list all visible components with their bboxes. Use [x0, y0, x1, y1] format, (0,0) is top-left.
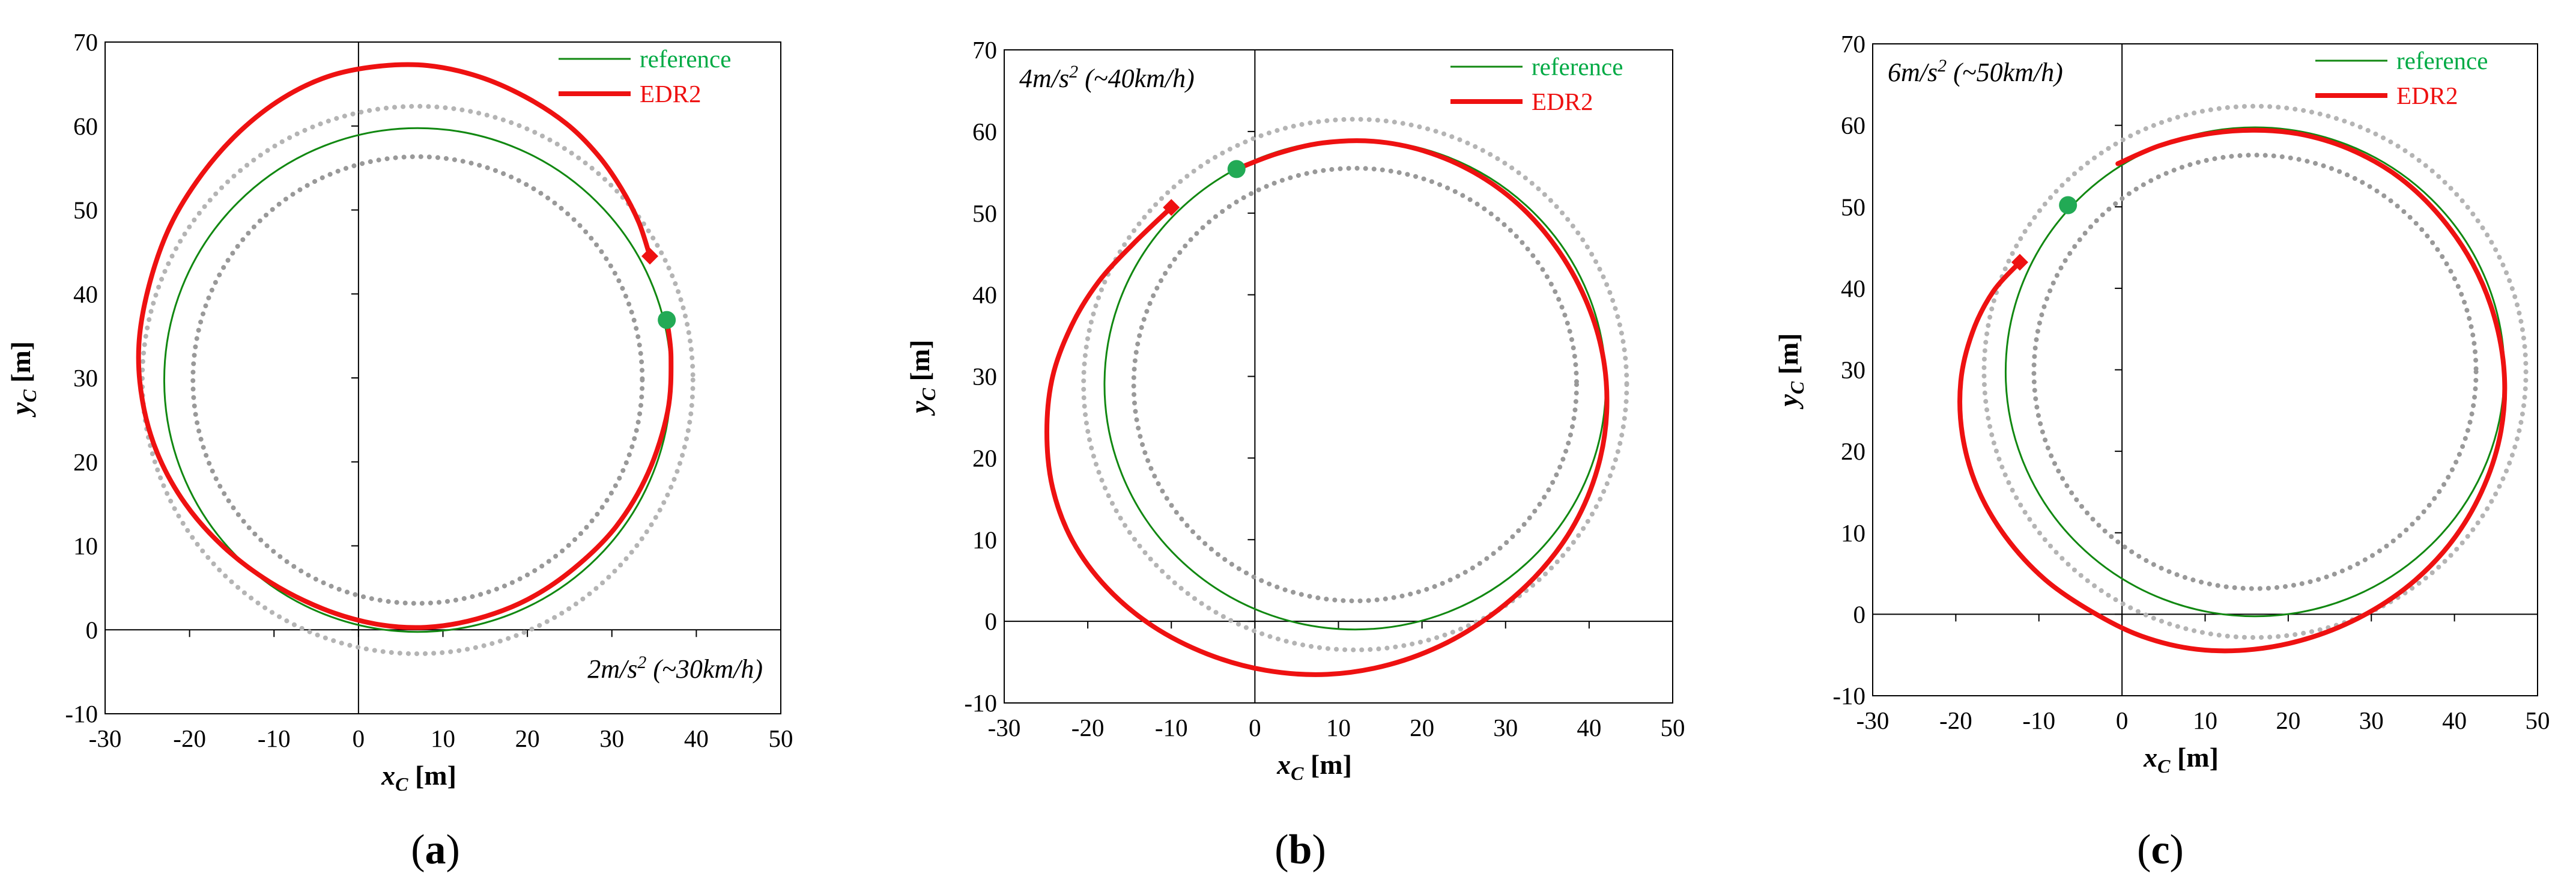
series-lane-inner — [1131, 166, 1580, 604]
edr2-start-marker — [641, 248, 659, 265]
series-edr2 — [1957, 127, 2508, 654]
x-tick-label: 40 — [1577, 714, 1601, 741]
panel-label-c: (c) — [2137, 827, 2184, 873]
x-tick-label: -30 — [89, 725, 122, 752]
y-tick-label: 30 — [972, 363, 997, 391]
x-tick-label: 20 — [515, 725, 540, 752]
legend-edr2-label: EDR2 — [640, 80, 702, 108]
series-lane-inner — [2031, 153, 2479, 591]
y-tick-label: 40 — [73, 280, 98, 308]
x-tick-label: 10 — [431, 725, 455, 752]
y-tick-label: 50 — [972, 199, 997, 227]
reference-start-marker — [2059, 196, 2077, 214]
y-tick-label: 50 — [73, 196, 98, 224]
y-axis-label: yC [m] — [5, 341, 40, 418]
x-tick-label: 20 — [1410, 714, 1434, 741]
y-tick-label: 50 — [1841, 193, 1865, 220]
y-tick-label: -10 — [964, 689, 997, 717]
legend-reference-label: reference — [1532, 53, 1623, 81]
legend-edr2-label: EDR2 — [2396, 82, 2458, 109]
y-tick-label: 30 — [1841, 356, 1865, 384]
reference-start-marker — [1227, 160, 1246, 178]
x-tick-label: 50 — [769, 725, 793, 752]
y-tick-label: 20 — [1841, 437, 1865, 465]
x-tick-label: 50 — [2526, 707, 2550, 734]
legend-edr2-label: EDR2 — [1532, 88, 1593, 115]
series-edr2 — [1044, 138, 1610, 677]
y-tick-label: 0 — [86, 616, 98, 643]
panel-c: -30 -20 -10 0 10 20 30 40 50 -10 0 10 20 30 40 50 60 70 xC… — [1773, 30, 2550, 777]
x-tick-label: 0 — [2116, 707, 2129, 734]
y-tick-label: 40 — [972, 281, 997, 309]
y-tick-label: 60 — [1841, 112, 1865, 139]
x-tick-label: -10 — [1155, 714, 1188, 741]
series-edr2 — [136, 62, 674, 630]
reference-start-marker — [658, 311, 676, 329]
x-tick-label: 0 — [353, 725, 365, 752]
y-axis-label: yC [m] — [1773, 333, 1808, 409]
x-axis-label: xC [m] — [381, 760, 456, 795]
annotation-accel-speed: 4m/s2 (~40km/h) — [1019, 62, 1195, 93]
series-lane-inner — [190, 154, 645, 606]
x-tick-label: 10 — [2193, 707, 2217, 734]
y-axis-label: yC [m] — [905, 339, 939, 416]
panel-a: -30 -20 -10 0 10 20 30 40 50 -10 0 10 20 30 40 50 60 70 xC… — [5, 28, 793, 795]
x-tick-label: -30 — [988, 714, 1021, 741]
y-tick-label: 30 — [73, 364, 98, 392]
panel-label-a: (a) — [411, 827, 460, 873]
panel-label-b: (b) — [1274, 827, 1326, 873]
x-tick-label: -30 — [1856, 707, 1890, 734]
y-tick-label: -10 — [1832, 682, 1865, 710]
x-tick-label: -20 — [1071, 714, 1105, 741]
x-tick-label: 10 — [1326, 714, 1351, 741]
x-tick-label: 30 — [2359, 707, 2384, 734]
x-tick-label: 50 — [1661, 714, 1685, 741]
y-tick-label: 70 — [1841, 30, 1865, 58]
x-tick-label: -10 — [2022, 707, 2055, 734]
legend-reference-label: reference — [2396, 47, 2488, 75]
y-tick-label: 70 — [972, 36, 997, 64]
y-tick-label: -10 — [65, 700, 98, 728]
x-tick-label: 20 — [2276, 707, 2300, 734]
y-tick-label: 0 — [985, 607, 998, 635]
y-tick-label: 20 — [73, 448, 98, 476]
x-tick-label: -10 — [258, 725, 291, 752]
edr2-start-marker — [2011, 254, 2028, 271]
y-tick-label: 60 — [972, 118, 997, 145]
x-axis-label: xC [m] — [1276, 749, 1352, 784]
edr2-start-marker — [1163, 199, 1180, 216]
x-axis-label: xC [m] — [2143, 742, 2219, 777]
annotation-accel-speed: 6m/s2 (~50km/h) — [1888, 56, 2063, 87]
plot-frame — [105, 41, 781, 714]
y-tick-label: 0 — [1853, 600, 1866, 628]
y-tick-label: 10 — [972, 526, 997, 553]
x-tick-label: 30 — [1493, 714, 1518, 741]
x-tick-label: 0 — [1249, 714, 1261, 741]
x-tick-label: 40 — [2442, 707, 2467, 734]
y-tick-label: 60 — [73, 112, 98, 140]
y-tick-label: 70 — [73, 28, 98, 56]
y-tick-label: 40 — [1841, 275, 1865, 302]
panel-b: -30 -20 -10 0 10 20 30 40 50 -10 0 10 20 30 40 50 60 70 xC… — [905, 36, 1685, 784]
x-tick-label: -20 — [1939, 707, 1972, 734]
legend-reference-label: reference — [640, 45, 731, 73]
series-lane-outer — [139, 103, 696, 657]
x-tick-label: 30 — [599, 725, 624, 752]
x-tick-label: 40 — [684, 725, 709, 752]
series-lane-outer — [1081, 117, 1629, 652]
x-tick-label: -20 — [173, 725, 206, 752]
y-tick-label: 20 — [972, 444, 997, 472]
annotation-accel-speed: 2m/s2 (~30km/h) — [587, 652, 763, 684]
y-tick-label: 10 — [73, 532, 98, 560]
y-tick-label: 10 — [1841, 519, 1865, 547]
series-lane-outer — [1981, 103, 2529, 640]
plot-frame — [1872, 43, 2538, 696]
